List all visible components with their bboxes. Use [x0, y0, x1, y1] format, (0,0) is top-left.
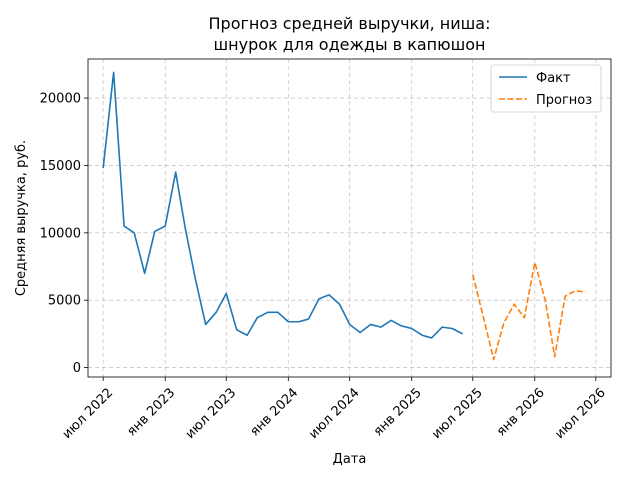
chart-title-line: Прогноз средней выручки, ниша: — [209, 14, 491, 33]
series-line-forecast — [471, 261, 586, 361]
y-tick-label: 0 — [73, 361, 81, 376]
y-tick-label: 20000 — [40, 92, 81, 107]
legend-label-forecast: Прогноз — [536, 93, 592, 108]
legend-label-fact: Факт — [536, 71, 571, 86]
y-tick-label: 15000 — [40, 159, 81, 174]
legend: Факт Прогноз — [490, 64, 602, 113]
series-line-fact — [102, 71, 463, 339]
y-axis-label: Средняя выручка, руб. — [14, 140, 29, 296]
y-tick-label: 10000 — [40, 226, 81, 241]
y-tick-label: 5000 — [48, 294, 81, 309]
x-axis-label: Дата — [333, 452, 367, 467]
chart-title-line: шнурок для одежды в капюшон — [214, 35, 486, 54]
